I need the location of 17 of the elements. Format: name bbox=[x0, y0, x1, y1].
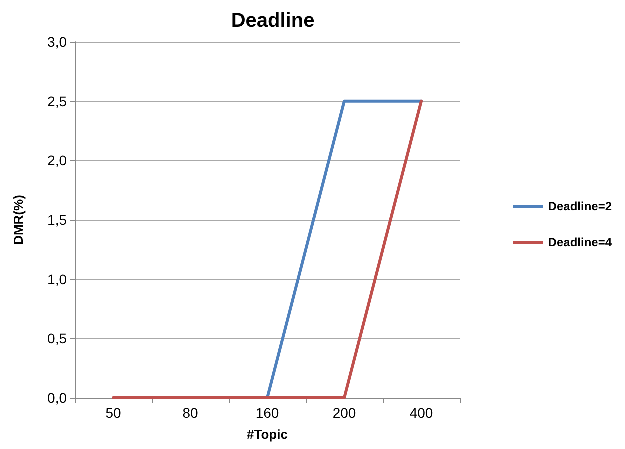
x-tick-label: 160 bbox=[256, 405, 280, 421]
legend-label: Deadline=4 bbox=[548, 236, 612, 250]
x-tick-label: 200 bbox=[332, 405, 356, 421]
y-tick-label: 2,5 bbox=[48, 93, 68, 110]
chart-title: Deadline bbox=[231, 10, 315, 32]
y-tick-label: 1,0 bbox=[48, 271, 68, 288]
x-axis-title: #Topic bbox=[247, 427, 288, 442]
y-tick-label: 2,0 bbox=[48, 152, 68, 169]
y-tick-label: 1,5 bbox=[48, 212, 68, 228]
y-axis-title: DMR(%) bbox=[11, 195, 26, 245]
x-tick-label: 50 bbox=[106, 405, 122, 421]
y-tick-label: 0,0 bbox=[48, 390, 68, 406]
x-tick-label: 80 bbox=[182, 405, 198, 421]
y-tick-label: 3,0 bbox=[48, 34, 68, 50]
y-tick-label: 0,5 bbox=[48, 330, 68, 347]
legend-label: Deadline=2 bbox=[548, 200, 612, 214]
x-tick-label: 400 bbox=[410, 405, 434, 421]
